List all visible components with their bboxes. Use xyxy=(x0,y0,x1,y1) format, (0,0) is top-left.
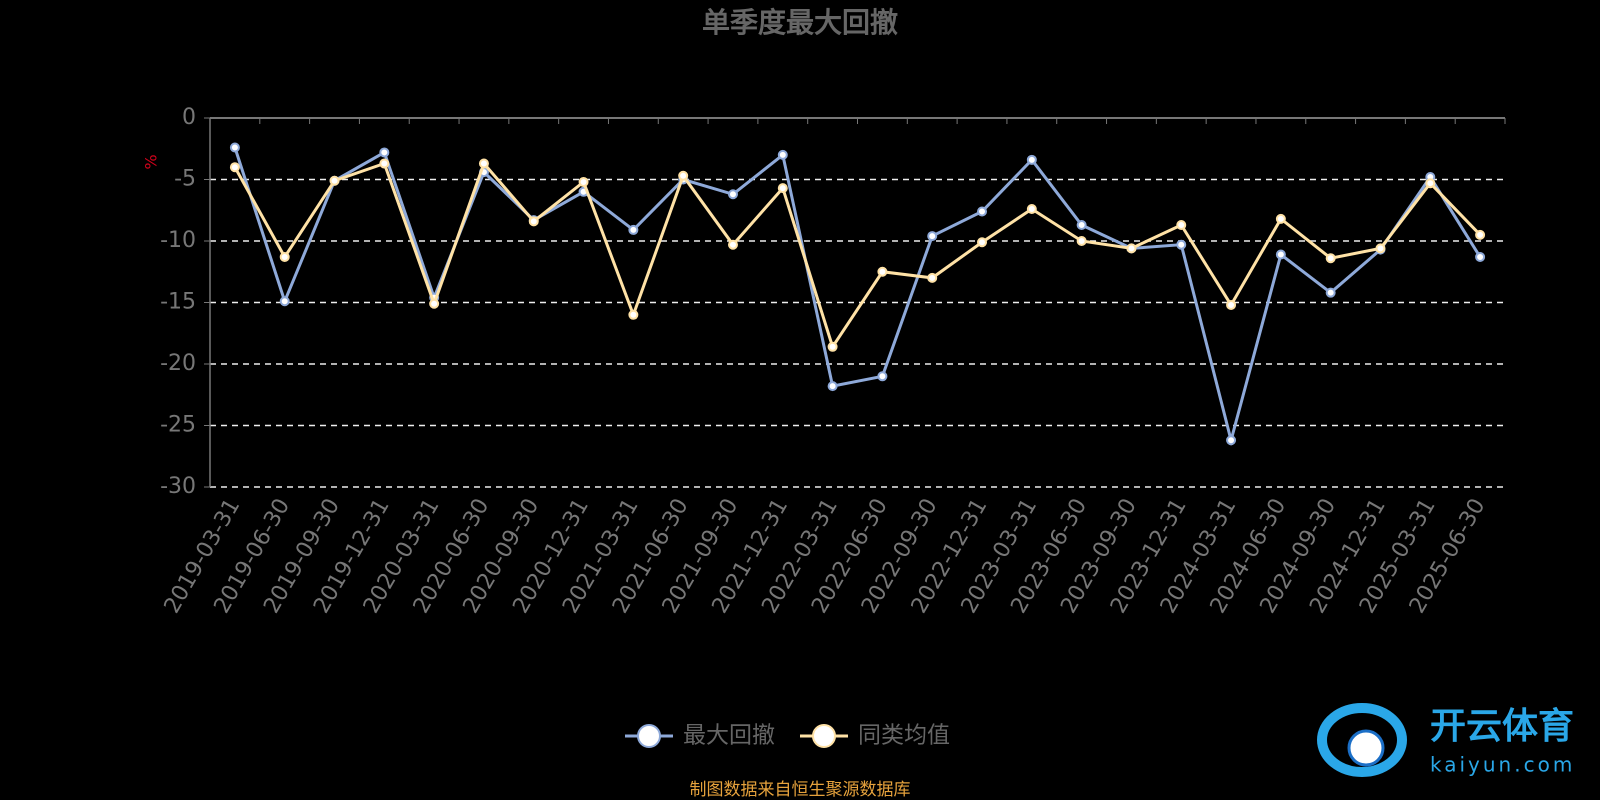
y-tick-label: -20 xyxy=(160,351,196,376)
data-point xyxy=(628,224,639,235)
data-point xyxy=(927,272,938,283)
data-point xyxy=(1076,236,1087,246)
data-point xyxy=(279,296,290,307)
data-point xyxy=(1375,243,1386,254)
data-point xyxy=(379,147,390,158)
legend-label: 同类均值 xyxy=(858,723,950,749)
data-point xyxy=(977,237,988,248)
data-point xyxy=(578,176,589,187)
y-tick-label: -10 xyxy=(160,228,196,253)
data-point xyxy=(1425,178,1436,189)
data-point xyxy=(1226,299,1237,310)
data-point xyxy=(777,149,788,160)
data-point xyxy=(1076,220,1087,231)
data-point xyxy=(1475,251,1486,262)
data-point xyxy=(877,266,888,277)
data-point xyxy=(1176,220,1187,231)
y-axis-label: % xyxy=(142,154,161,169)
y-tick-label: 0 xyxy=(182,105,196,130)
data-point xyxy=(279,251,290,262)
data-point xyxy=(1226,435,1237,446)
data-point xyxy=(628,309,639,320)
data-point xyxy=(877,371,888,382)
data-point xyxy=(229,142,240,153)
data-point xyxy=(827,381,838,392)
data-point xyxy=(1275,213,1286,224)
data-point xyxy=(1325,253,1336,264)
y-tick-label: -5 xyxy=(174,167,196,192)
legend-marker xyxy=(812,724,836,748)
y-tick-label: -30 xyxy=(160,474,196,499)
series-line xyxy=(233,147,1482,447)
data-point xyxy=(678,170,689,181)
data-point xyxy=(977,206,988,217)
data-point xyxy=(528,216,539,227)
data-point xyxy=(1026,154,1037,165)
data-point xyxy=(1475,229,1486,240)
data-point xyxy=(229,162,240,173)
data-point xyxy=(727,239,738,250)
logo-ball xyxy=(1347,729,1385,767)
legend-label: 最大回撤 xyxy=(683,723,775,749)
data-point xyxy=(927,231,938,242)
data-point xyxy=(1325,287,1336,298)
data-point xyxy=(1126,243,1137,254)
data-point xyxy=(1176,239,1187,250)
chart-title: 单季度最大回撤 xyxy=(702,6,898,39)
source-note: 制图数据来自恒生聚源数据库 xyxy=(690,780,911,800)
legend-marker xyxy=(637,724,661,748)
y-tick-label: -15 xyxy=(160,290,196,315)
data-point xyxy=(478,158,489,169)
y-tick-label: -25 xyxy=(160,413,196,438)
data-point xyxy=(379,158,390,169)
watermark-brand: 开云体育 xyxy=(1430,706,1574,747)
series-line xyxy=(233,160,1482,351)
data-point xyxy=(329,175,340,186)
data-point xyxy=(827,341,838,352)
data-point xyxy=(429,298,440,309)
watermark-site: kaiyun.com xyxy=(1430,753,1575,777)
data-point xyxy=(727,189,738,200)
watermark: 开云体育 kaiyun.com xyxy=(1317,703,1575,777)
data-point xyxy=(777,183,788,194)
data-point xyxy=(1275,249,1286,260)
data-point xyxy=(1026,204,1037,215)
logo-ring xyxy=(1317,703,1407,777)
